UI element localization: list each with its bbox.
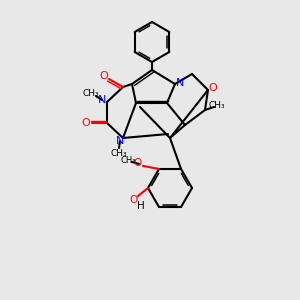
Text: O: O <box>129 195 137 205</box>
Text: N: N <box>98 95 106 105</box>
Text: O: O <box>133 158 141 168</box>
Text: O: O <box>100 71 108 81</box>
Text: CH₃: CH₃ <box>83 89 99 98</box>
Text: CH₃: CH₃ <box>209 101 225 110</box>
Text: H: H <box>137 201 145 211</box>
Text: N: N <box>116 136 124 146</box>
Text: CH₃: CH₃ <box>120 156 136 165</box>
Text: O: O <box>82 118 90 128</box>
Text: O: O <box>208 83 217 93</box>
Text: N: N <box>176 78 184 88</box>
Text: CH₃: CH₃ <box>111 148 127 158</box>
